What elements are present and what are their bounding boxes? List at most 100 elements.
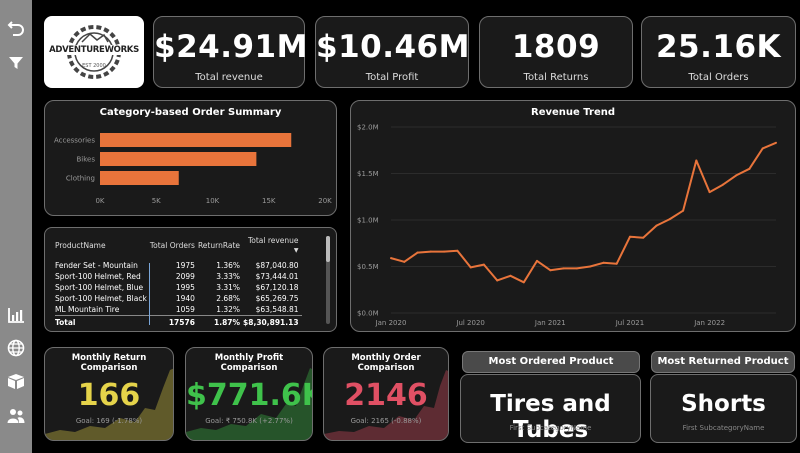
y-tick-label: $2.0M xyxy=(357,124,379,132)
mini-goal: Goal: 169 (-1.78%) xyxy=(75,417,143,425)
revenue-point[interactable] xyxy=(721,183,724,186)
category-label: Accessories xyxy=(54,137,95,145)
sort-desc-icon[interactable]: ▼ xyxy=(293,247,299,254)
filter-icon[interactable] xyxy=(5,52,27,74)
boxes-icon[interactable] xyxy=(5,371,27,393)
revenue-point[interactable] xyxy=(403,260,406,263)
mini-sparkline-returns xyxy=(45,368,173,440)
table-cell: 1995 xyxy=(175,283,195,292)
revenue-point[interactable] xyxy=(562,267,565,270)
revenue-point[interactable] xyxy=(522,281,525,284)
table-cell: 2.68% xyxy=(216,294,241,303)
table-cell: $63,548.81 xyxy=(255,305,299,314)
mini-card-orders: Monthly Order Comparison 2146 Goal: 2165… xyxy=(323,347,449,441)
revenue-point[interactable] xyxy=(390,257,392,260)
x-tick-label: Jan 2022 xyxy=(693,319,725,327)
users-icon[interactable] xyxy=(5,405,27,427)
revenue-point[interactable] xyxy=(695,159,698,162)
table-cell: $73,444.01 xyxy=(255,272,299,281)
kpi-value: 25.16K xyxy=(655,29,782,65)
table-cell: Sport-100 Helmet, Black xyxy=(55,294,147,303)
revenue-point[interactable] xyxy=(615,262,618,265)
table-row[interactable]: Fender Set - Mountain 1975 1.36% $87,040.80 xyxy=(55,260,302,271)
table-total-cell: Total xyxy=(55,315,150,328)
col-header-orders[interactable]: Total Orders xyxy=(149,240,195,250)
table-scrollbar-thumb[interactable] xyxy=(326,236,330,262)
table-cell: 1940 xyxy=(175,294,195,303)
most-returned-value: Shorts xyxy=(681,391,766,417)
revenue-point[interactable] xyxy=(575,267,578,270)
x-tick-label: 20K xyxy=(318,197,332,205)
table-cell: Sport-100 Helmet, Red xyxy=(55,272,141,281)
table-total-row: Total 17576 1.87% $8,30,891.13 xyxy=(55,315,302,328)
most-ordered-header[interactable]: Most Ordered Product xyxy=(462,351,640,373)
kpi-label: Total revenue xyxy=(195,72,263,83)
y-tick-label: $0.5M xyxy=(357,263,379,271)
mini-title: Monthly Order Comparison xyxy=(351,353,421,373)
revenue-point[interactable] xyxy=(682,209,685,212)
revenue-point[interactable] xyxy=(549,269,552,272)
revenue-point[interactable] xyxy=(536,259,539,262)
back-icon[interactable] xyxy=(5,16,27,38)
table-cell: Fender Set - Mountain xyxy=(55,261,138,270)
revenue-point[interactable] xyxy=(589,265,592,268)
revenue-point[interactable] xyxy=(443,250,446,253)
col-header-product[interactable]: ProductName xyxy=(55,240,106,250)
kpi-label: Total Returns xyxy=(523,72,589,83)
revenue-trend-title: Revenue Trend xyxy=(531,107,615,118)
revenue-point[interactable] xyxy=(509,274,512,277)
col-header-returnrate[interactable]: ReturnRate xyxy=(197,240,241,250)
revenue-point[interactable] xyxy=(496,279,499,282)
table-cell: 1975 xyxy=(175,261,195,270)
revenue-point[interactable] xyxy=(456,249,459,252)
mini-goal: Goal: 2165 (-0.88%) xyxy=(350,417,422,425)
revenue-point[interactable] xyxy=(735,174,738,177)
table-row[interactable]: ML Mountain Tire 1059 1.32% $63,548.81 xyxy=(55,304,302,316)
revenue-point[interactable] xyxy=(469,266,472,269)
revenue-point[interactable] xyxy=(416,251,419,254)
revenue-series-line[interactable] xyxy=(390,141,777,284)
category-label: Clothing xyxy=(66,175,95,183)
revenue-point[interactable] xyxy=(761,147,764,150)
table-row[interactable]: Sport-100 Helmet, Blue 1995 3.31% $67,120.1… xyxy=(55,282,302,293)
category-chart-panel: Category-based Order Summary Accessories… xyxy=(44,100,337,216)
brand-logo-text: ADVENTUREWORKS xyxy=(44,45,144,55)
table-cell: 1.32% xyxy=(216,305,241,314)
category-bar[interactable] xyxy=(100,152,257,166)
category-bar[interactable] xyxy=(100,133,292,147)
revenue-point[interactable] xyxy=(775,141,777,144)
table-row[interactable]: Sport-100 Helmet, Black 1940 2.68% $65,269.… xyxy=(55,293,302,304)
mini-value: $771.6K xyxy=(186,378,313,413)
col-header-revenue[interactable]: Total revenue ▼ xyxy=(243,236,302,260)
category-bar[interactable] xyxy=(100,171,179,185)
x-tick-label: 0K xyxy=(95,197,104,205)
revenue-point[interactable] xyxy=(642,236,645,239)
x-tick-label: Jul 2020 xyxy=(455,319,485,327)
bar-chart-icon[interactable] xyxy=(5,304,27,326)
mini-card-profit: Monthly Profit Comparison $771.6K Goal: … xyxy=(185,347,313,441)
mini-value: 166 xyxy=(77,378,141,413)
table-body: Fender Set - Mountain 1975 1.36% $87,040.80… xyxy=(55,260,302,328)
most-returned-card: Shorts First SubcategoryName xyxy=(650,374,797,443)
table-cell: 2099 xyxy=(175,272,195,281)
revenue-point[interactable] xyxy=(628,235,631,238)
category-bar-chart: Accessories Bikes Clothing 0K 5K 10K 15K 20K xyxy=(54,133,332,205)
most-returned-header[interactable]: Most Returned Product xyxy=(651,351,795,373)
table-scrollbar[interactable] xyxy=(326,236,330,324)
table-column-divider xyxy=(149,263,150,325)
revenue-point[interactable] xyxy=(748,167,751,170)
table-total-cell: 1.87% xyxy=(197,315,244,328)
revenue-point[interactable] xyxy=(668,218,671,221)
revenue-point[interactable] xyxy=(602,261,605,264)
category-chart-title: Category-based Order Summary xyxy=(99,107,282,118)
revenue-point[interactable] xyxy=(482,263,485,266)
kpi-value: 1809 xyxy=(511,29,601,65)
revenue-point[interactable] xyxy=(708,191,711,194)
revenue-point[interactable] xyxy=(655,224,658,227)
table-cell: ML Mountain Tire xyxy=(55,305,120,314)
table-cell: 3.31% xyxy=(216,283,241,292)
table-row[interactable]: Sport-100 Helmet, Red 2099 3.33% $73,444.01 xyxy=(55,271,302,282)
table-total-cell: $8,30,891.13 xyxy=(243,315,302,328)
revenue-point[interactable] xyxy=(429,250,432,253)
globe-icon[interactable] xyxy=(5,337,27,359)
